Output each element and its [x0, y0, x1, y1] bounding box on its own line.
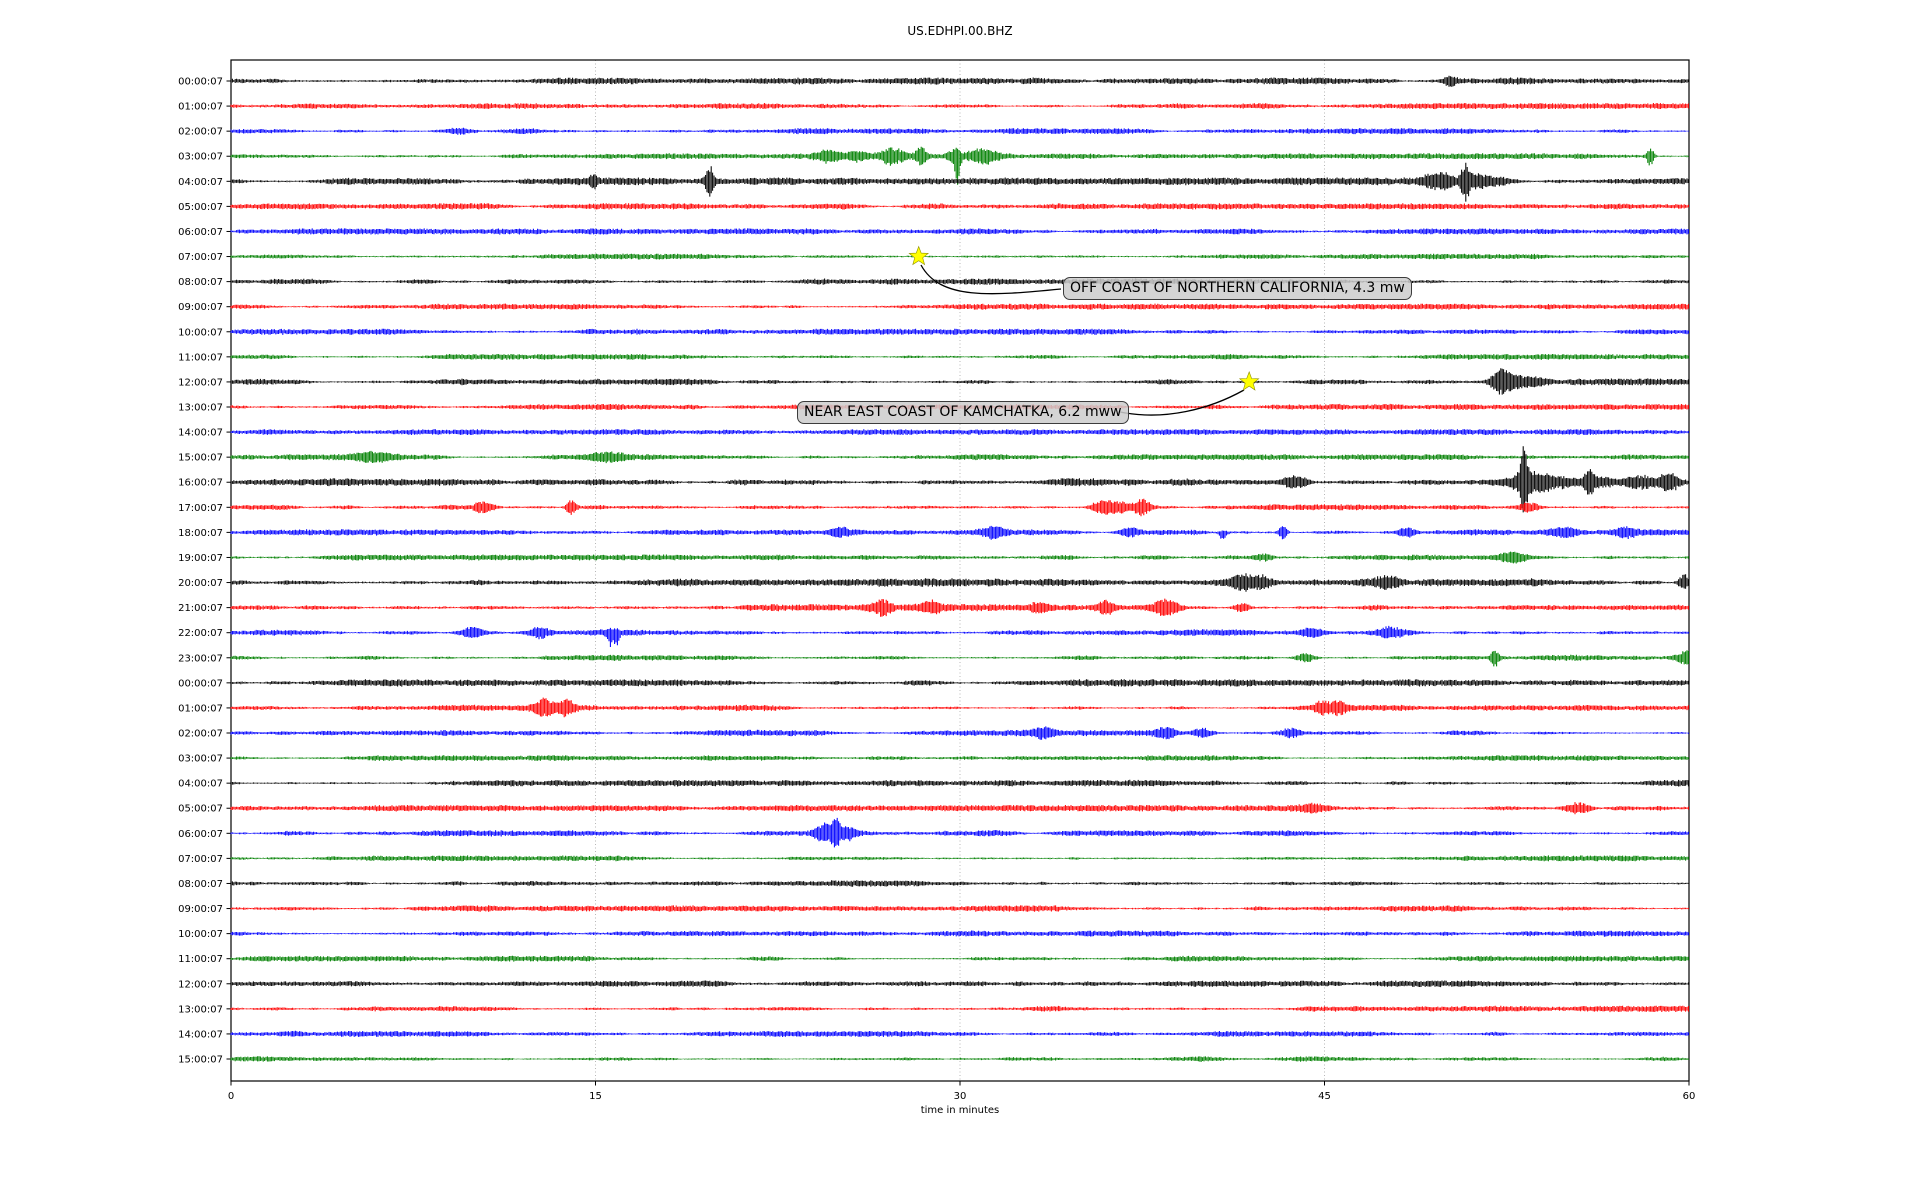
trace-row	[230, 1030, 1689, 1037]
trace-row	[230, 103, 1689, 110]
trace-row	[230, 625, 1689, 647]
trace-row	[230, 980, 1689, 988]
trace-row	[230, 880, 1689, 887]
event-annotation-box: OFF COAST OF NORTHERN CALIFORNIA, 4.3 mw	[1063, 277, 1412, 300]
row-label: 07:00:07	[178, 252, 223, 263]
row-label: 20:00:07	[178, 578, 223, 589]
trace-row	[230, 162, 1689, 202]
row-label: 12:00:07	[178, 377, 223, 388]
row-label: 19:00:07	[178, 553, 223, 564]
trace-row	[230, 905, 1689, 912]
row-label: 06:00:07	[178, 829, 223, 840]
row-label: 04:00:07	[178, 779, 223, 790]
x-tick-label: 0	[228, 1091, 234, 1102]
row-label: 09:00:07	[178, 302, 223, 313]
row-label: 13:00:07	[178, 403, 223, 414]
row-label: 06:00:07	[178, 227, 223, 238]
row-label: 14:00:07	[178, 1029, 223, 1040]
trace-row	[230, 679, 1689, 687]
x-tick-label: 15	[589, 1091, 602, 1102]
row-label: 10:00:07	[178, 327, 223, 338]
trace-row	[230, 278, 1689, 285]
trace-row	[230, 75, 1689, 87]
trace-row	[230, 930, 1689, 937]
x-axis-label: time in minutes	[920, 1105, 1000, 1116]
x-tick-label: 60	[1683, 1091, 1696, 1102]
chart-title: US.EDHPI.00.BHZ	[907, 24, 1013, 38]
x-tick-label: 30	[954, 1091, 967, 1102]
row-label: 11:00:07	[178, 954, 223, 965]
annotation-connector	[920, 264, 1062, 295]
trace-row	[230, 253, 1689, 260]
row-label: 15:00:07	[178, 453, 223, 464]
row-label: 11:00:07	[178, 352, 223, 363]
row-label: 04:00:07	[178, 177, 223, 188]
row-label: 21:00:07	[178, 603, 223, 614]
row-label: 05:00:07	[178, 804, 223, 815]
row-label: 00:00:07	[178, 678, 223, 689]
row-label: 12:00:07	[178, 979, 223, 990]
row-label: 00:00:07	[178, 77, 223, 88]
trace-row	[230, 598, 1689, 617]
row-label: 16:00:07	[178, 478, 223, 489]
row-label: 14:00:07	[178, 428, 223, 439]
trace-row	[230, 650, 1689, 667]
row-label: 03:00:07	[178, 152, 223, 163]
trace-row	[230, 779, 1689, 787]
row-label: 08:00:07	[178, 879, 223, 890]
event-star-icon	[908, 245, 930, 266]
trace-row	[230, 127, 1689, 135]
trace-row	[230, 726, 1689, 740]
trace-row	[230, 1056, 1689, 1062]
row-label: 07:00:07	[178, 854, 223, 865]
row-label: 13:00:07	[178, 1004, 223, 1015]
trace-row	[230, 303, 1689, 310]
trace-row	[230, 446, 1689, 513]
trace-row	[230, 1005, 1689, 1013]
row-label: 10:00:07	[178, 929, 223, 940]
trace-row	[230, 525, 1689, 540]
event-star-icon	[1238, 371, 1260, 391]
trace-row	[230, 802, 1689, 815]
trace-row	[230, 146, 1689, 185]
row-label: 05:00:07	[178, 202, 223, 213]
x-tick-label: 45	[1318, 1091, 1331, 1102]
row-label: 18:00:07	[178, 528, 223, 539]
row-label: 01:00:07	[178, 102, 223, 113]
row-label: 15:00:07	[178, 1055, 223, 1066]
trace-row	[230, 955, 1689, 962]
trace-row	[230, 429, 1689, 435]
row-label: 02:00:07	[178, 127, 223, 138]
trace-row	[230, 354, 1689, 360]
trace-row	[230, 228, 1689, 235]
row-label: 22:00:07	[178, 628, 223, 639]
annotation-connector	[1119, 389, 1245, 416]
event-annotation-box: NEAR EAST COAST OF KAMCHATKA, 6.2 mww	[797, 401, 1129, 424]
trace-row	[230, 817, 1689, 848]
trace-row	[230, 328, 1689, 335]
trace-row	[230, 203, 1689, 210]
row-label: 09:00:07	[178, 904, 223, 915]
trace-row	[230, 755, 1689, 761]
trace-row	[230, 551, 1689, 564]
row-label: 23:00:07	[178, 653, 223, 664]
row-label: 02:00:07	[178, 729, 223, 740]
row-label: 08:00:07	[178, 277, 223, 288]
row-label: 01:00:07	[178, 703, 223, 714]
trace-row	[230, 697, 1689, 718]
trace-row	[230, 450, 1689, 464]
trace-row	[230, 573, 1689, 592]
row-label: 17:00:07	[178, 503, 223, 514]
plot-border	[230, 59, 1690, 1082]
trace-row	[230, 368, 1689, 395]
trace-row	[230, 855, 1689, 862]
row-label: 03:00:07	[178, 754, 223, 765]
trace-row	[230, 498, 1689, 517]
